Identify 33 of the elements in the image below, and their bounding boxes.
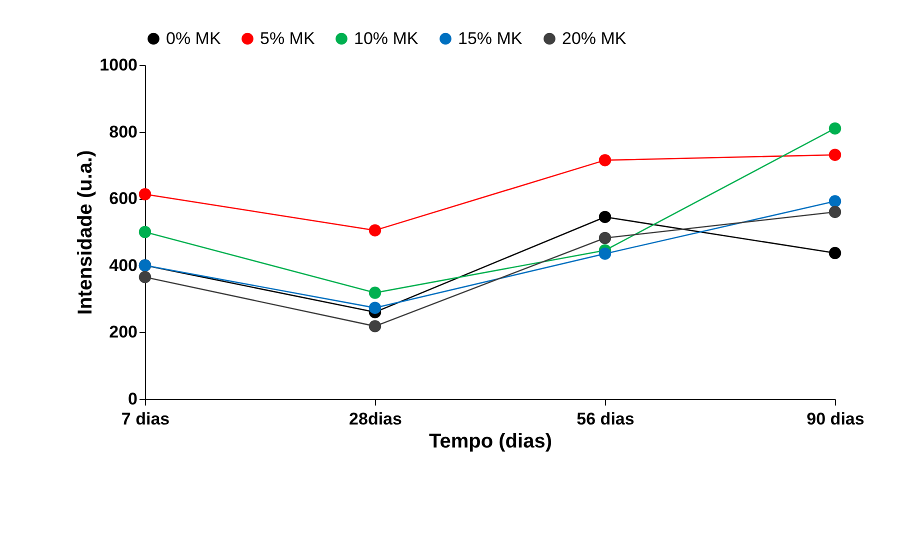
point	[828, 122, 842, 135]
x-tick-label: 56 dias	[576, 410, 634, 428]
point	[368, 224, 382, 236]
legend-label: 0% MK	[166, 28, 222, 48]
point	[368, 320, 382, 332]
y-axis-title: Intensidade (u.a.)	[74, 150, 97, 315]
point	[138, 188, 152, 200]
y-tick-label: 800	[109, 122, 138, 142]
point	[828, 206, 842, 218]
point	[598, 232, 612, 244]
point	[138, 226, 152, 238]
y-tick-label: 200	[109, 322, 138, 342]
legend-label: 15% MK	[458, 28, 523, 48]
point	[368, 286, 382, 299]
point	[138, 270, 152, 284]
x-axis-title: Tempo (dias)	[429, 430, 552, 452]
point	[828, 195, 842, 208]
legend-label: 20% MK	[562, 28, 627, 48]
legend-label: 5% MK	[260, 28, 316, 48]
point	[598, 248, 612, 260]
y-tick-label: 400	[109, 256, 138, 275]
y-tick-label: 1000	[100, 56, 138, 74]
x-tick-label: 90 dias	[806, 410, 864, 428]
x-tick-label: 28dias	[349, 410, 402, 428]
legend-label: 10% MK	[354, 28, 419, 48]
point	[598, 210, 612, 224]
point	[828, 148, 842, 161]
x-tick-label: 7 dias	[121, 410, 170, 428]
point	[598, 154, 612, 166]
y-tick-label: 0	[128, 390, 138, 408]
point	[828, 246, 842, 260]
point	[368, 302, 382, 314]
y-tick-label: 600	[109, 189, 138, 208]
